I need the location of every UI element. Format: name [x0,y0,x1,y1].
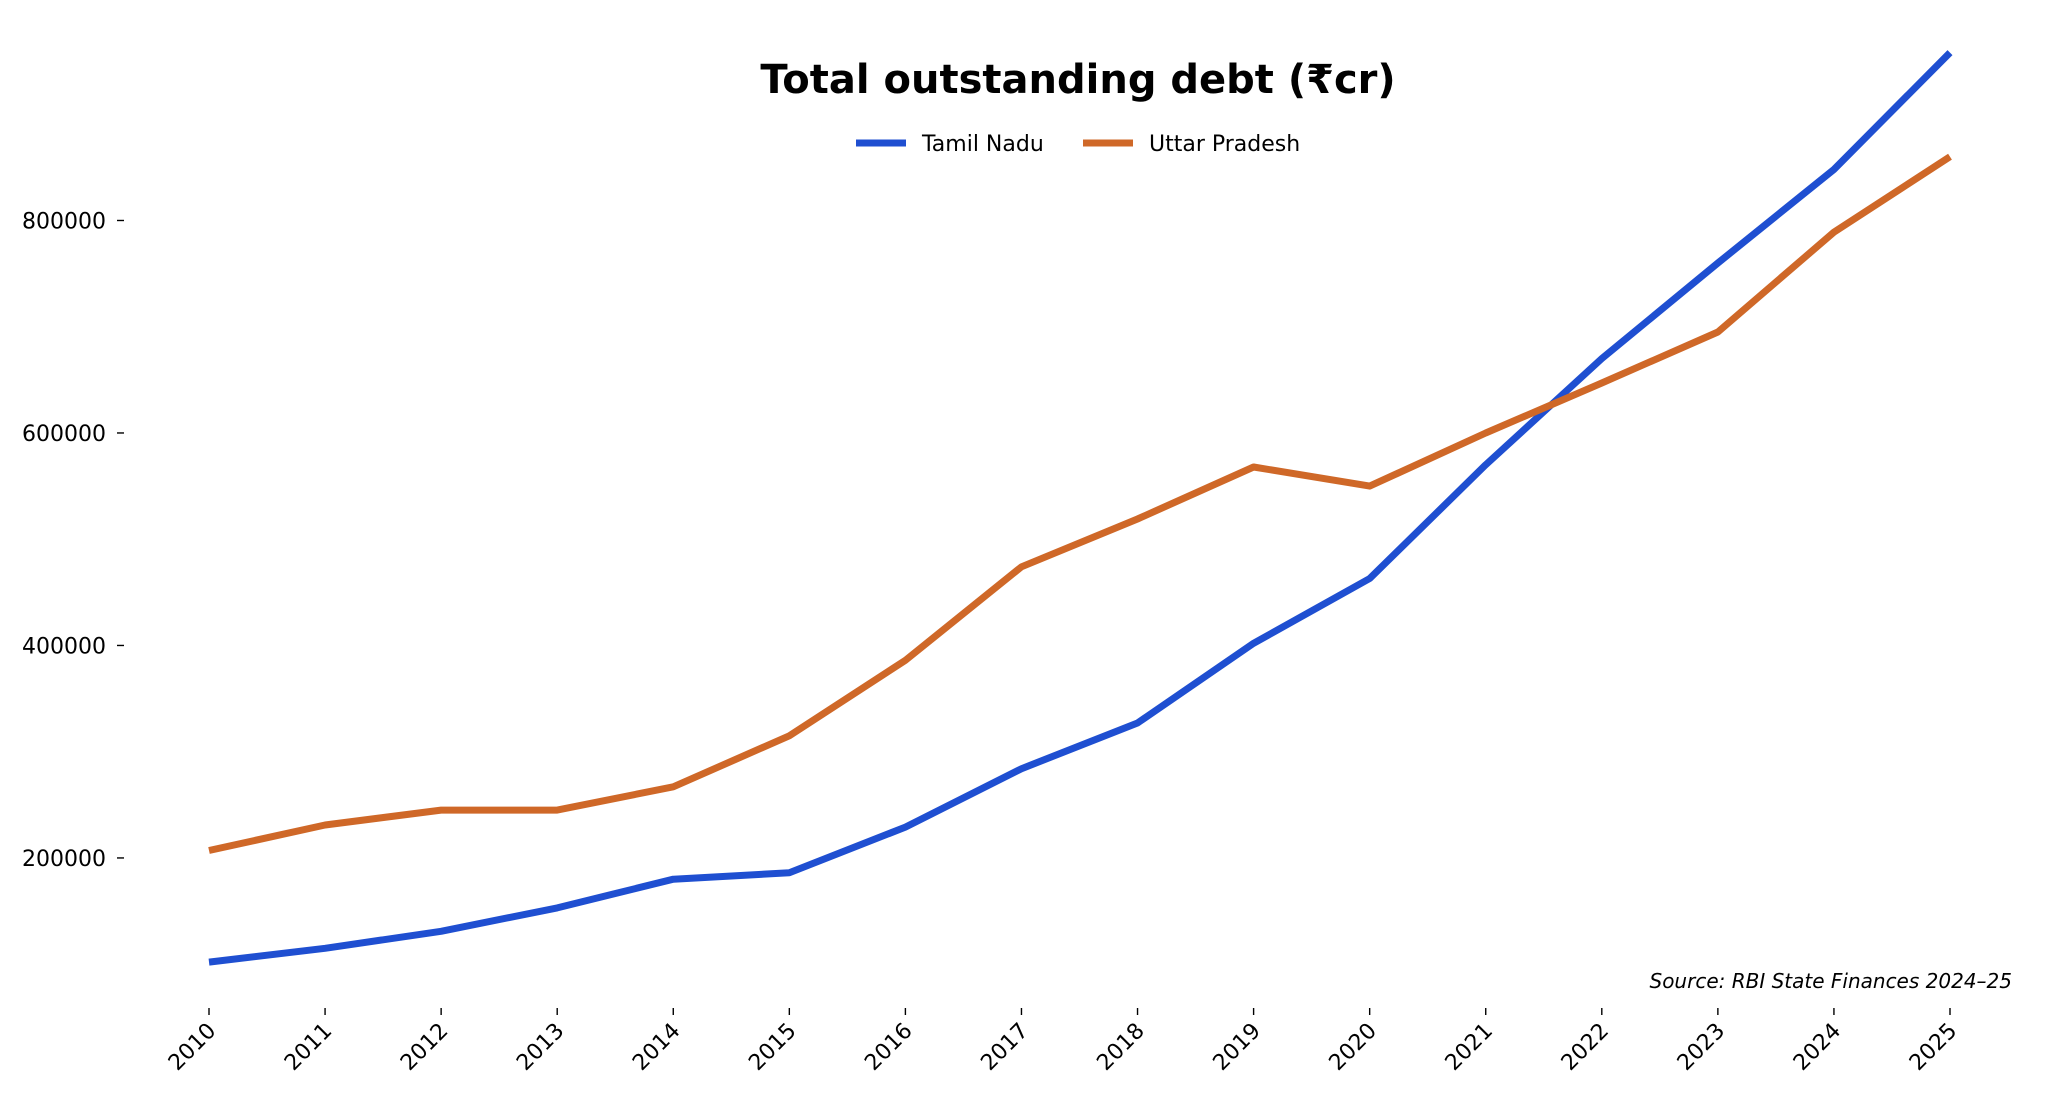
x-tick-label: 2025 [1905,1019,1962,1076]
chart-title: Total outstanding debt (₹cr) [760,57,1395,103]
source-note: Source: RBI State Finances 2024–25 [1650,969,2013,993]
x-tick-label: 2014 [628,1019,685,1076]
series-line-uttar-pradesh [208,153,1952,854]
y-tick-label: 400000 [22,634,106,659]
x-tick-label: 2024 [1789,1019,1846,1076]
x-tick-label: 2011 [280,1019,337,1076]
x-tick-label: 2019 [1209,1019,1266,1076]
x-tick-label: 2023 [1673,1019,1730,1076]
x-tick-label: 2016 [860,1019,917,1076]
y-tick-label: 800000 [22,209,106,234]
y-axis: 200000 400000 600000 800000 [22,209,124,872]
x-tick-label: 2020 [1325,1019,1382,1076]
y-tick-label: 200000 [22,847,106,872]
plot-area [208,50,1953,966]
x-tick-label: 2012 [396,1019,453,1076]
x-tick-label: 2018 [1093,1019,1150,1076]
legend-label: Uttar Pradesh [1149,132,1300,157]
x-tick-label: 2010 [164,1019,221,1076]
legend-label: Tamil Nadu [921,132,1044,157]
x-tick-label: 2015 [744,1019,801,1076]
series-line-tamil-nadu [208,50,1953,966]
x-tick-label: 2013 [512,1019,569,1076]
y-tick-label: 600000 [22,422,106,447]
legend: Tamil Nadu Uttar Pradesh [856,132,1300,157]
x-tick-label: 2017 [976,1019,1033,1076]
x-axis: 2010 2011 2012 2013 2014 2015 2016 2017 2018 2019… [164,1008,1962,1076]
x-tick-label: 2022 [1557,1019,1614,1076]
x-tick-label: 2021 [1441,1019,1498,1076]
